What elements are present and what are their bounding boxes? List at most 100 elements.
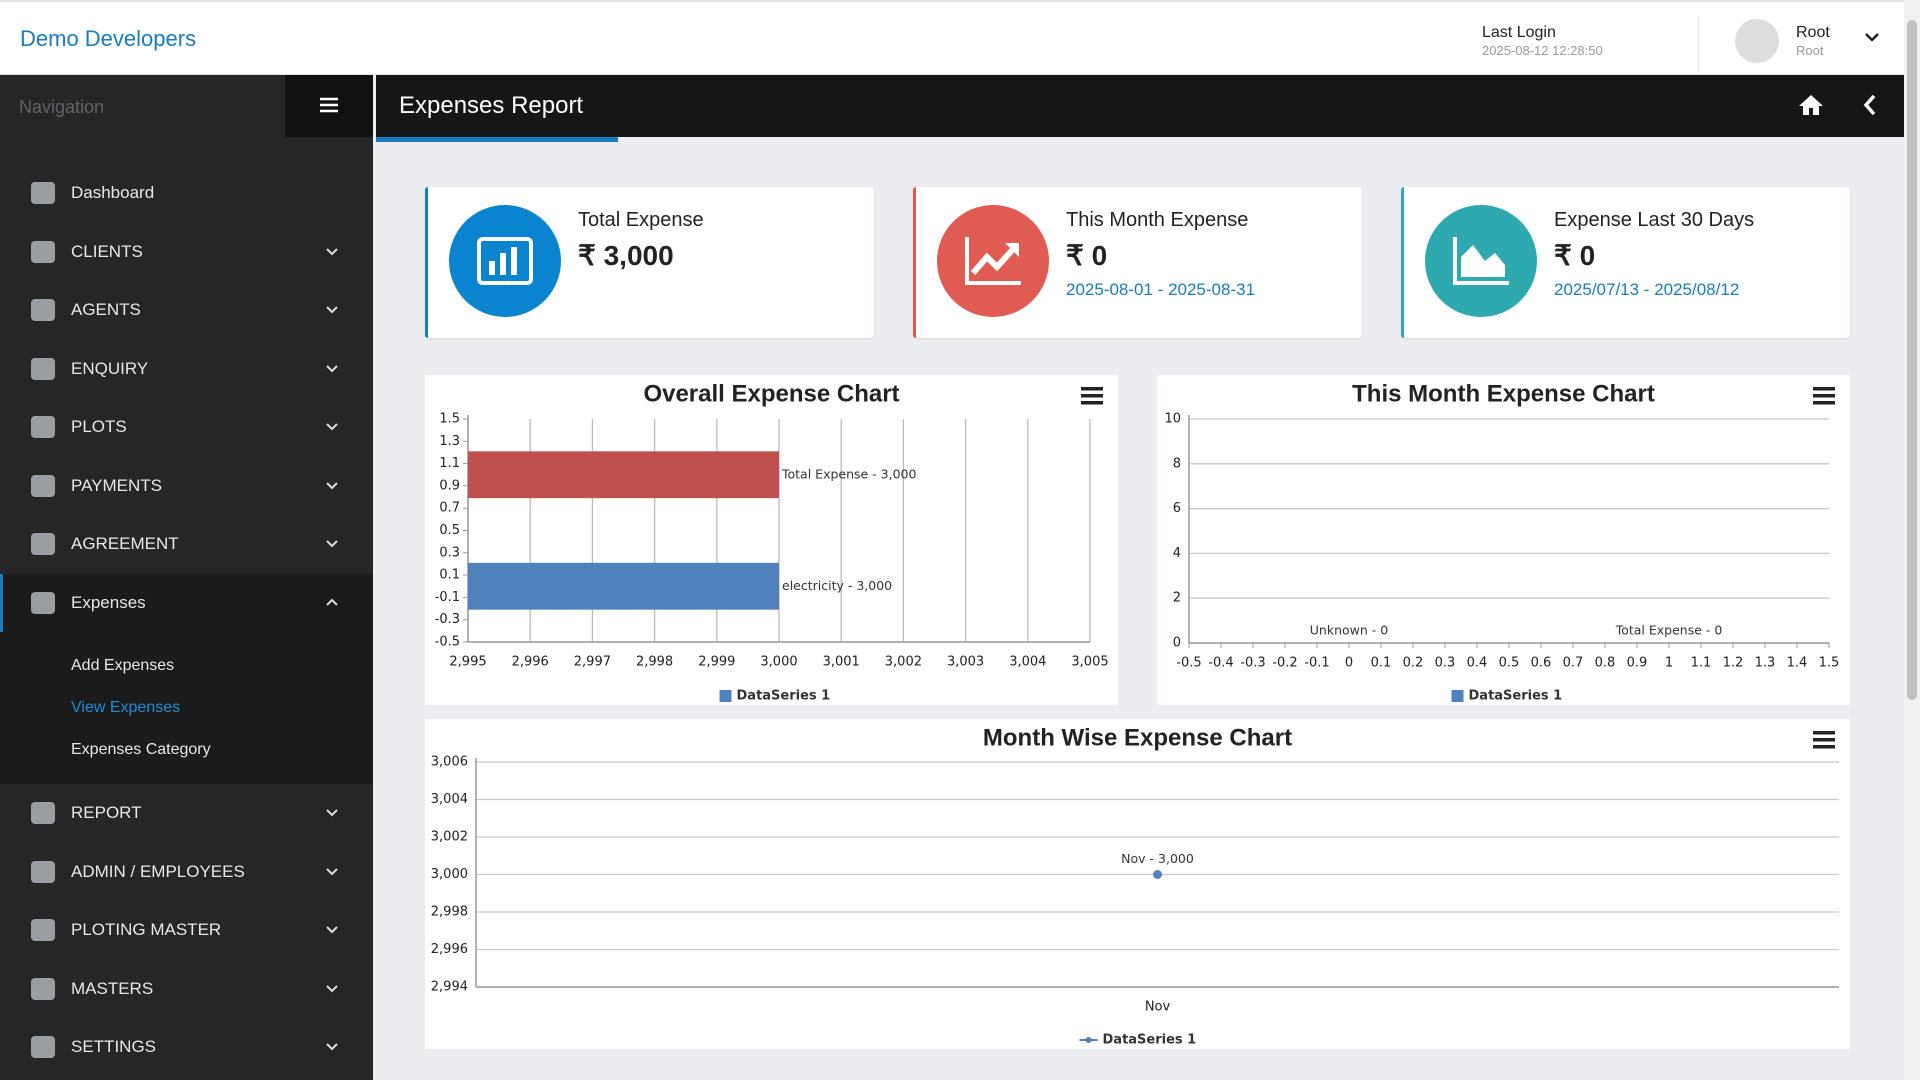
- menu-item[interactable]: Dashboard: [0, 164, 373, 223]
- menu-item[interactable]: SETTINGS: [0, 1018, 373, 1077]
- glyph: [965, 237, 1021, 285]
- x-tick-label: 1.2: [1723, 656, 1744, 671]
- menu-icon: [31, 474, 55, 497]
- menu-item[interactable]: ENQUIRY: [0, 340, 373, 399]
- menu-label: AGENTS: [71, 300, 141, 320]
- chart-menu[interactable]: [1081, 387, 1103, 405]
- menu-label: Dashboard: [71, 183, 155, 203]
- y-tick-label: 0.7: [439, 501, 460, 516]
- menu-bar: [1813, 394, 1835, 398]
- chevron-line: [326, 364, 338, 372]
- back-icon[interactable]: [1862, 94, 1878, 116]
- user-menu-chevron[interactable]: [1864, 32, 1880, 44]
- menu-label: SETTINGS: [71, 1037, 157, 1057]
- menu-bar: [1813, 401, 1835, 405]
- brand[interactable]: Demo Developers: [20, 26, 197, 51]
- chevron-line: [326, 984, 338, 992]
- chevron: [326, 481, 338, 489]
- chevron-line: [326, 926, 338, 934]
- y-tick-label: 0.9: [439, 478, 460, 493]
- menu-label: REPORT: [71, 803, 142, 823]
- chart-menu[interactable]: [1813, 387, 1835, 405]
- chevron-line: [326, 306, 338, 314]
- menu-item[interactable]: AGENTS: [0, 281, 373, 340]
- avatar[interactable]: [1735, 19, 1779, 63]
- chevron: [326, 247, 338, 255]
- card-range[interactable]: 2025-08-01 - 2025-08-31: [1066, 280, 1256, 299]
- menu-item[interactable]: PAYMENTS: [0, 457, 373, 516]
- chevron-line: [326, 867, 338, 875]
- legend: DataSeries 1: [1079, 1033, 1196, 1048]
- menu-item[interactable]: Expenses: [0, 573, 373, 632]
- x-tick-label: 2,995: [449, 655, 486, 670]
- y-tick-label: -0.1: [435, 590, 460, 605]
- scroll-thumb[interactable]: [1907, 20, 1917, 700]
- x-tick-label: -0.3: [1240, 656, 1265, 671]
- x-tick-label: 0.3: [1435, 656, 1456, 671]
- menu-item[interactable]: ADMIN / EMPLOYEES: [0, 843, 373, 902]
- card-value: ₹ 0: [1554, 240, 1596, 271]
- card-value: ₹ 3,000: [578, 240, 674, 271]
- menu-item[interactable]: MASTERS: [0, 960, 373, 1019]
- glyph: [477, 237, 533, 285]
- scrollbar[interactable]: [1904, 0, 1920, 1080]
- y-tick-label: -0.3: [435, 612, 460, 627]
- menu-label: CLIENTS: [71, 241, 143, 261]
- menu-icon: [31, 357, 55, 380]
- menu-item[interactable]: PLOTING MASTER: [0, 901, 373, 960]
- menu-icon: [31, 416, 55, 439]
- x-tick-label: 3,004: [1009, 655, 1046, 670]
- menu-item[interactable]: PLOTS: [0, 398, 373, 457]
- legend: DataSeries 1: [1451, 689, 1563, 704]
- user-role: Root: [1796, 43, 1824, 58]
- menu-item[interactable]: AGREEMENT: [0, 515, 373, 574]
- submenu-item[interactable]: Expenses Category: [71, 741, 211, 758]
- chart-panel: Month Wise Expense Chart 2,994 2,996 2,998 3…: [425, 719, 1850, 1049]
- home-icon[interactable]: [1798, 93, 1824, 117]
- y-tick-label: 6: [1173, 501, 1181, 516]
- x-tick-label: 3,002: [885, 655, 922, 670]
- chevron: [326, 809, 338, 817]
- x-tick-label: 2,997: [574, 655, 611, 670]
- card-range[interactable]: 2025/07/13 - 2025/08/12: [1554, 280, 1740, 299]
- user-name[interactable]: Root: [1796, 24, 1830, 41]
- submenu-item[interactable]: Add Expenses: [71, 657, 175, 674]
- menu-icon: [31, 977, 55, 1000]
- x-tick-label: -0.4: [1208, 656, 1233, 671]
- chevron: [326, 306, 338, 314]
- nav-toggle[interactable]: [285, 75, 373, 137]
- legend-label: DataSeries 1: [1469, 689, 1563, 704]
- data-label: Unknown - 0: [1310, 623, 1388, 638]
- point: [1153, 870, 1162, 879]
- card-title: Total Expense: [578, 209, 704, 231]
- chevron-line: [326, 809, 338, 817]
- submenu: Add Expenses View Expenses Expenses Catego…: [0, 632, 373, 784]
- chevron: [326, 984, 338, 992]
- x-tick-label: 0.5: [1499, 656, 1520, 671]
- menu-bar: [1813, 387, 1835, 391]
- y-tick-label: 0.3: [439, 545, 460, 560]
- data-label: Total Expense - 0: [1615, 623, 1723, 638]
- menu-label: MASTERS: [71, 978, 154, 998]
- bar: [468, 562, 779, 610]
- x-tick-label: 3,001: [823, 655, 860, 670]
- y-tick-label: 4: [1173, 546, 1181, 561]
- x-tick-label: 0: [1345, 656, 1353, 671]
- x-tick-label: 0.9: [1627, 656, 1648, 671]
- x-tick-label: 3,000: [760, 655, 797, 670]
- chevron: [326, 926, 338, 934]
- x-tick-label: 0.2: [1403, 656, 1424, 671]
- menu-label: PLOTING MASTER: [71, 920, 222, 940]
- data-label: Total Expense - 3,000: [781, 466, 917, 481]
- menu-label: Expenses: [71, 592, 146, 612]
- nav-title: Navigation: [0, 75, 285, 137]
- y-tick-label: 2,996: [431, 942, 468, 957]
- menu-item[interactable]: CLIENTS: [0, 223, 373, 282]
- chart-menu[interactable]: [1813, 731, 1835, 749]
- menu-bar: [1081, 401, 1103, 405]
- submenu-item[interactable]: View Expenses: [71, 699, 181, 716]
- y-tick-label: 3,006: [431, 755, 468, 770]
- menu-item[interactable]: REPORT: [0, 784, 373, 843]
- menu-label: ADMIN / EMPLOYEES: [71, 861, 245, 881]
